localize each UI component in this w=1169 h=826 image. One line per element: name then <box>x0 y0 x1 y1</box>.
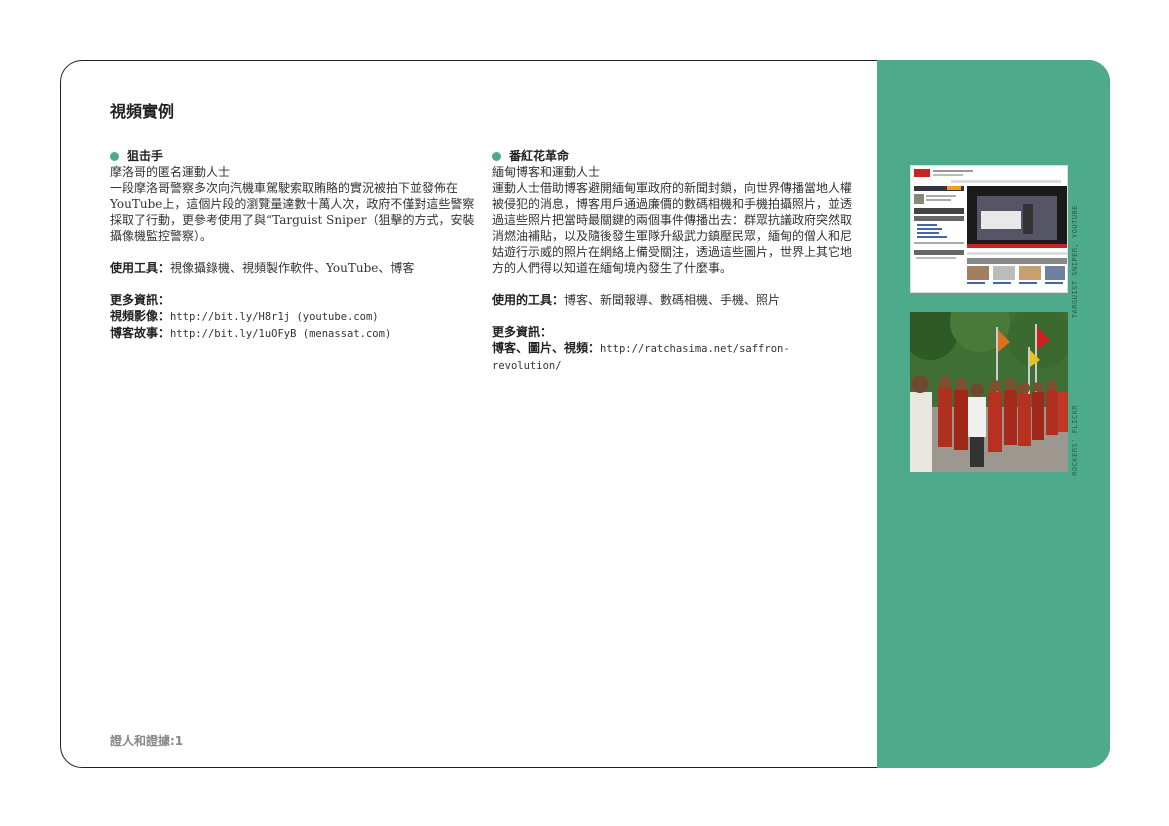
tools-line: 使用的工具：博客、新聞報導、數碼相機、手機、照片 <box>492 293 781 307</box>
blog-link-line: 博客故事：http://bit.ly/1uOFyB (menassat.com) <box>110 326 392 340</box>
case-heading: 狙击手 <box>110 148 475 164</box>
bullet-dot-icon <box>492 151 501 161</box>
tools-line: 使用工具：視像攝錄機、視頻製作軟件、YouTube、博客 <box>110 261 415 275</box>
youtube-screenshot-image <box>910 165 1068 293</box>
saffron-link[interactable]: http://ratchasima.net/saffron-revolution… <box>492 343 790 372</box>
case-heading: 番紅花革命 <box>492 148 857 164</box>
image-caption: ROCKERS' FLICKR <box>1071 405 1079 476</box>
case-subtitle: 緬甸博客和運動人士 <box>492 165 601 179</box>
page-footer: 證人和證據:1 <box>110 734 184 748</box>
case-body: 運動人士借助博客避開緬甸軍政府的新聞封鎖，向世界傳播當地人權被侵犯的消息，博客用… <box>492 181 853 275</box>
more-info-label: 更多資訊： <box>110 293 171 307</box>
video-link-line: 視頻影像：http://bit.ly/H8r1j (youtube.com) <box>110 309 379 323</box>
youtube-page-thumbnail <box>911 166 1067 292</box>
video-link[interactable]: http://bit.ly/H8r1j (youtube.com) <box>170 311 379 323</box>
case-sniper: 狙击手 摩洛哥的匿名運動人士 一段摩洛哥警察多次向汽機車駕駛索取賄賂的實況被拍下… <box>110 148 475 342</box>
more-info-label: 更多資訊： <box>492 325 553 339</box>
case-saffron: 番紅花革命 緬甸博客和運動人士 運動人士借助博客避開緬甸軍政府的新聞封鎖，向世界… <box>492 148 857 374</box>
image-caption: TARGUIST SNIPER, YOUTUBE <box>1071 205 1079 319</box>
monks-procession-image <box>910 312 1068 472</box>
page-title: 視頻實例 <box>110 102 175 121</box>
blog-link[interactable]: http://bit.ly/1uOFyB (menassat.com) <box>170 328 392 340</box>
links-line: 博客、圖片、視頻：http://ratchasima.net/saffron-r… <box>492 341 790 372</box>
case-body: 一段摩洛哥警察多次向汽機車駕駛索取賄賂的實況被拍下並發佈在YouTube上，這個… <box>110 181 475 243</box>
procession-photo <box>910 312 1068 472</box>
bullet-dot-icon <box>110 151 119 161</box>
case-subtitle: 摩洛哥的匿名運動人士 <box>110 165 231 179</box>
